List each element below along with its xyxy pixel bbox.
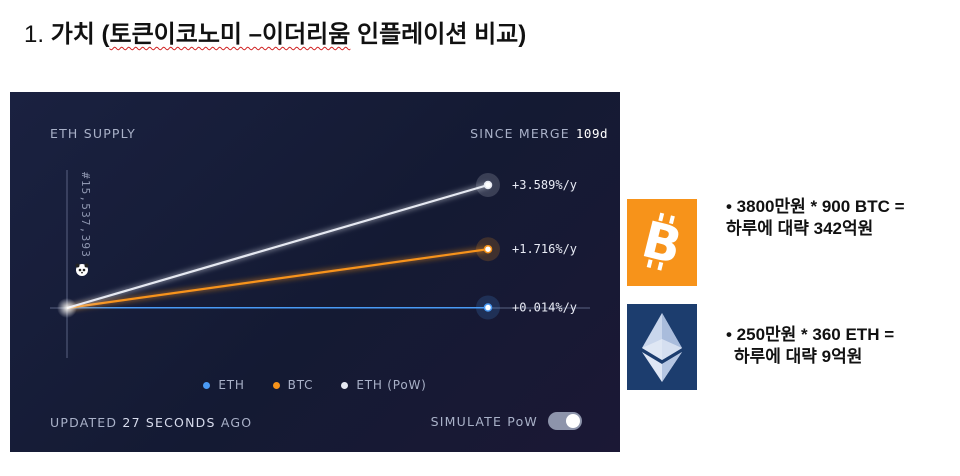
block-number-label: #15,537,393 (79, 172, 92, 258)
btc-note-line1: • 3800만원 * 900 BTC = (726, 197, 905, 216)
updated-suffix: AGO (220, 415, 253, 430)
legend-label-eth: ETH (218, 378, 245, 392)
series-end-label-eth-pow: +3.589%/y (512, 178, 577, 192)
legend-label-btc: BTC (287, 378, 314, 392)
simulate-pow-label: SIMULATE PoW (430, 413, 538, 429)
simulate-pow-toggle[interactable] (548, 412, 582, 430)
legend-dot-eth-pow (341, 381, 349, 389)
eth-inflation-note: • 250만원 * 360 ETH = 하루에 대략 9억원 (726, 324, 894, 368)
series-end-point-eth-pow (483, 180, 493, 190)
series-line-eth-pow (66, 183, 489, 310)
simulate-pow-control: SIMULATE PoW (431, 412, 582, 430)
legend-label-eth-pow: ETH (PoW) (356, 378, 427, 392)
updated-prefix: UPDATED (50, 415, 118, 430)
legend-item-eth[interactable]: ETH (203, 378, 244, 392)
eth-note-line2: 하루에 대략 9억원 (734, 347, 863, 366)
legend-item-btc[interactable]: BTC (272, 378, 314, 392)
origin-glow (57, 298, 77, 318)
series-line-btc (66, 248, 489, 310)
title-underlined: 토큰이코노미 –이더리움 (109, 21, 351, 48)
since-merge: SINCE MERGE 109d (470, 126, 608, 141)
eth-note-line1: • 250만원 * 360 ETH = (726, 325, 895, 344)
series-end-point-eth (483, 303, 493, 312)
eth-supply-panel: +0.014%/y +1.716%/y +3.589%/y #15,537,393 … (10, 92, 620, 452)
series-end-label-btc: +1.716%/y (512, 242, 577, 256)
supply-chart: +0.014%/y +1.716%/y +3.589%/y #15,537,393 (50, 170, 590, 358)
btc-note-line2: 하루에 대략 342억원 (726, 219, 874, 238)
since-merge-days: 109d (575, 126, 608, 141)
panda-icon (75, 263, 89, 276)
slide-title: 1. 가치 (토큰이코노미 –이더리움 인플레이션 비교) (24, 14, 526, 49)
title-prefix: 가치 ( (50, 21, 110, 48)
chart-legend: ETH BTC ETH (PoW) (10, 378, 620, 392)
legend-dot-btc (272, 381, 280, 389)
toggle-knob (566, 414, 580, 428)
btc-inflation-note: • 3800만원 * 900 BTC = 하루에 대략 342억원 (726, 196, 905, 240)
ethereum-logo-icon (627, 304, 697, 390)
since-merge-label: SINCE MERGE (470, 126, 570, 141)
title-suffix: 인플레이션 비교) (350, 21, 527, 48)
updated-status: UPDATED 27 SECONDS AGO (50, 415, 252, 430)
series-end-point-btc (483, 244, 493, 254)
legend-item-eth-pow[interactable]: ETH (PoW) (341, 378, 426, 392)
eth-supply-title: ETH SUPPLY (50, 126, 137, 141)
series-end-label-eth: +0.014%/y (512, 301, 577, 315)
legend-dot-eth (203, 381, 211, 389)
bitcoin-logo-icon: B (627, 199, 697, 286)
updated-seconds: 27 SECONDS (122, 415, 216, 430)
slide-number: 1. (24, 21, 45, 48)
